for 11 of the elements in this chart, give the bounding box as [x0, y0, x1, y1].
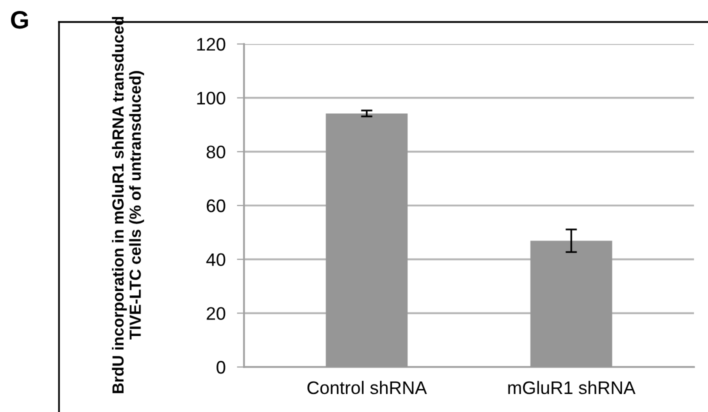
x-tick-label: mGluR1 shRNA — [508, 380, 636, 394]
text: G — [11, 11, 28, 29]
y-tick-label: 120 — [197, 38, 226, 51]
y-tick-label: 80 — [206, 146, 226, 158]
y-tick-label: 60 — [206, 199, 226, 212]
y-tick-label: 20 — [206, 307, 226, 320]
y-axis-title: BrdU incorporation in mGluR1 shRNA transduced TIVE-LTC cells (% of untransduced) — [112, 16, 144, 394]
y-tick-label: 0 — [216, 360, 226, 374]
y-tick-label: 40 — [206, 253, 226, 266]
x-tick-label: Control shRNA — [307, 380, 427, 394]
y-tick-label: 100 — [197, 92, 226, 105]
